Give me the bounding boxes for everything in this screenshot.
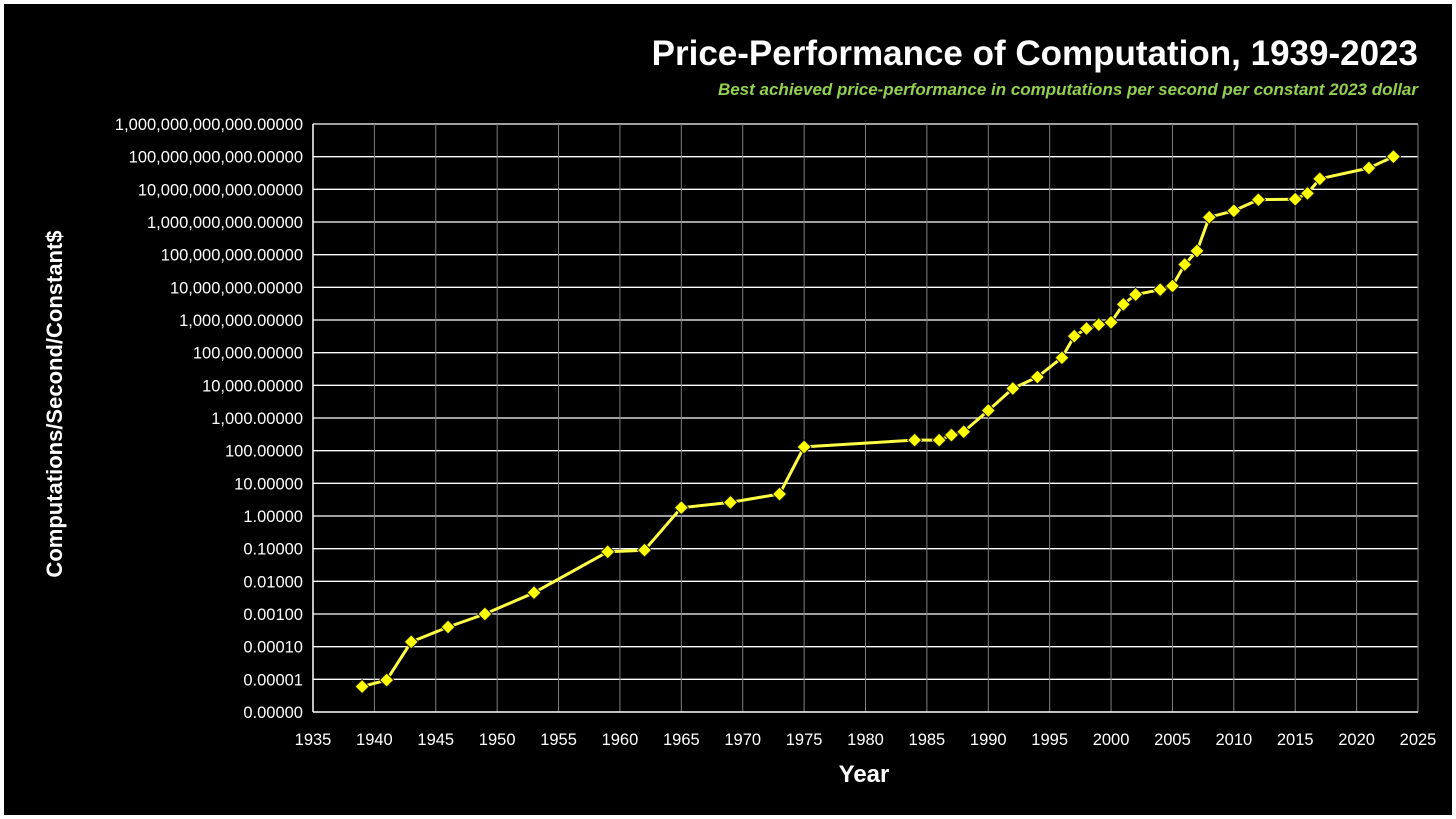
data-point-marker [1189, 243, 1205, 259]
data-point-marker [1164, 278, 1181, 294]
x-tick-label: 1995 [1031, 731, 1068, 749]
y-tick-label: 10,000,000.00000 [170, 279, 303, 297]
y-axis-label: Computations/Second/Constant$ [42, 230, 67, 577]
data-point-marker [906, 432, 923, 448]
data-point-marker [1226, 203, 1242, 219]
y-tick-label: 10.00000 [234, 475, 303, 493]
x-tick-label: 1965 [663, 731, 700, 749]
x-tick-label: 2000 [1093, 731, 1130, 749]
y-tick-label: 100,000,000,000.00000 [129, 149, 303, 167]
y-axis-tick-labels: 0.00000 0.00001 0.00010 0.00100 0.01000 0.100… [115, 116, 303, 722]
y-tick-label: 10,000,000,000.00000 [138, 181, 303, 199]
data-point-marker [477, 606, 493, 622]
data-point-marker [636, 542, 653, 558]
data-point-marker [722, 494, 739, 511]
chart-frame: Price-Performance of Computation, 1939-2… [4, 4, 1452, 815]
data-point-marker [378, 672, 395, 688]
x-tick-label: 2010 [1215, 731, 1252, 749]
data-point-marker [796, 439, 812, 455]
y-tick-label: 1,000,000,000,000.00000 [115, 116, 303, 134]
x-tick-label: 1960 [602, 731, 639, 749]
series-markers [354, 148, 1402, 695]
data-point-marker [931, 432, 947, 448]
x-tick-label: 1975 [786, 731, 823, 749]
data-point-marker [1177, 256, 1193, 273]
y-tick-label: 1,000.00000 [211, 410, 303, 428]
x-axis-label: Year [839, 761, 890, 788]
data-point-marker [1299, 185, 1316, 202]
y-tick-label: 100,000,000.00000 [161, 247, 303, 265]
y-tick-label: 100,000.00000 [193, 345, 303, 363]
data-point-marker [1103, 314, 1119, 331]
data-point-marker [1078, 320, 1095, 337]
x-tick-label: 1940 [356, 731, 393, 749]
x-tick-label: 1980 [847, 731, 884, 749]
y-tick-label: 0.00001 [243, 671, 303, 689]
x-tick-label: 1985 [909, 731, 946, 749]
data-point-marker [980, 402, 996, 419]
axes [312, 124, 1418, 713]
data-point-marker [1250, 192, 1267, 208]
data-point-marker [1115, 296, 1132, 313]
y-tick-label: 10,000.00000 [202, 377, 303, 395]
data-point-marker [956, 424, 972, 440]
data-point-marker [1005, 380, 1021, 397]
x-tick-label: 2020 [1338, 731, 1375, 749]
series-line [361, 155, 1395, 689]
x-tick-label: 2005 [1154, 731, 1191, 749]
chart-plot: Price-Performance of Computation, 1939-2… [42, 34, 1437, 788]
data-point-marker [440, 619, 456, 635]
x-axis-tick-labels: 1935 1940 1945 1950 1955 1960 1965 1970 1975 1980… [295, 731, 1437, 749]
x-tick-label: 1945 [417, 731, 454, 749]
data-point-marker [673, 499, 690, 516]
y-tick-label: 0.00010 [243, 639, 303, 657]
data-point-marker [1127, 286, 1144, 303]
y-tick-label: 1.00000 [243, 508, 303, 526]
chart-title: Price-Performance of Computation, 1939-2… [652, 34, 1418, 73]
data-point-marker [1312, 171, 1328, 187]
x-tick-label: 2015 [1277, 731, 1314, 749]
y-tick-label: 0.00000 [243, 704, 303, 722]
y-tick-label: 0.01000 [243, 573, 303, 591]
gridlines [313, 123, 1419, 712]
x-tick-label: 1950 [479, 731, 516, 749]
y-tick-label: 1,000,000,000.00000 [147, 214, 303, 232]
x-tick-label: 2025 [1400, 731, 1437, 749]
x-tick-label: 1990 [970, 731, 1007, 749]
chart-subtitle: Best achieved price-performance in compu… [718, 80, 1419, 99]
data-point-marker [771, 486, 788, 502]
data-point-marker [354, 678, 370, 695]
data-point-marker [1066, 328, 1082, 344]
data-point-marker [1287, 191, 1303, 207]
x-tick-label: 1970 [724, 731, 761, 749]
series-line-path [361, 155, 1395, 689]
data-point-marker [1385, 148, 1402, 165]
data-point-marker [599, 544, 616, 560]
x-tick-label: 1935 [295, 731, 332, 749]
data-point-marker [1054, 350, 1070, 366]
data-point-marker [403, 634, 419, 650]
x-tick-label: 1955 [540, 731, 577, 749]
y-tick-label: 0.10000 [243, 541, 303, 559]
data-point-marker [943, 427, 960, 443]
data-point-marker [526, 584, 542, 601]
data-point-marker [1201, 209, 1217, 225]
y-tick-label: 100.00000 [225, 443, 303, 461]
data-point-marker [1361, 160, 1377, 176]
y-tick-label: 1,000,000.00000 [179, 312, 303, 330]
data-point-marker [1029, 369, 1046, 385]
y-tick-label: 0.00100 [243, 606, 303, 624]
data-point-marker [1152, 281, 1168, 298]
